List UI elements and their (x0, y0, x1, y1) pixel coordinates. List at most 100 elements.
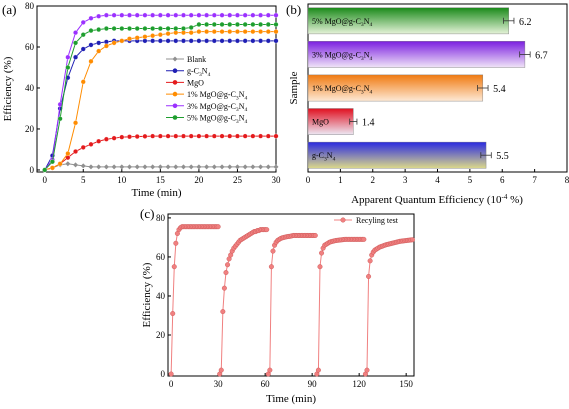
panel-a-point (219, 12, 225, 18)
panel-a-point (188, 25, 194, 30)
panel-b-x-tick-label: 1 (338, 175, 343, 185)
panel-a-point (157, 32, 163, 38)
panel-a-legend-marker (172, 91, 178, 97)
panel-a-point (188, 12, 194, 18)
panel-a-point (235, 21, 240, 27)
panel-a-point (234, 164, 240, 170)
panel-a-point (96, 13, 102, 19)
panel-a-point (134, 35, 140, 41)
panel-a-x-tick-label: 10 (117, 175, 127, 185)
panel-c-x-axis-label: Time (min) (266, 393, 316, 405)
panel-a-point (119, 164, 125, 170)
panel-a-point (173, 26, 179, 31)
panel-a-point (150, 33, 156, 39)
panel-c-frame (167, 213, 415, 377)
panel-a-legend-label-part: 1% MgO@g-C (187, 90, 236, 99)
panel-a-point (211, 12, 217, 18)
panel-a-point (242, 38, 248, 44)
panel-b-x-tick-label: 5 (468, 175, 473, 185)
panel-a-point (204, 38, 210, 44)
panel-a-legend-label: 5% MgO@g-C3N4 (187, 114, 248, 125)
panel-a-point (142, 34, 148, 40)
panel-a-point (258, 38, 264, 44)
panel-a-point (250, 21, 256, 27)
panel-a-legend-marker (172, 68, 178, 73)
panel-a-point (258, 164, 264, 170)
panel-a-point (80, 32, 86, 38)
panel-c-cycle-line (170, 226, 219, 375)
panel-a-point (196, 164, 202, 170)
panel-a-point (103, 12, 109, 18)
panel-a-point (150, 12, 156, 18)
panel-b-category-label-part: 3 (361, 22, 364, 28)
panel-a-legend-marker (172, 115, 178, 120)
panel-a-point (157, 26, 163, 31)
panel-c-point (225, 262, 231, 268)
panel-a-point (173, 133, 179, 139)
panel-a-point (80, 46, 86, 52)
panel-a-legend-label-part: 3% MgO@g-C (187, 102, 236, 111)
panel-a-legend-label-part: N (239, 90, 245, 99)
panel-a-point (258, 12, 264, 18)
panel-a-point (188, 38, 194, 44)
panel-a-point (165, 133, 171, 139)
panel-b-category-label-part: 4 (370, 22, 373, 28)
panel-a-point (57, 116, 63, 122)
panel-a-x-tick-label: 5 (81, 175, 86, 185)
panel-c-point (361, 236, 367, 242)
panel-c-point (264, 227, 270, 233)
panel-a-point (142, 12, 148, 18)
panel-a-point (119, 134, 125, 140)
panel-c-point (218, 367, 224, 373)
panel-a-point (173, 12, 179, 18)
panel-b-category-label-part: 3 (324, 157, 327, 163)
panel-a-point (127, 26, 132, 31)
panel-b-category-label-part: 3 (361, 56, 364, 62)
panel-a-point (242, 133, 248, 139)
panel-c-y-tick-label: 0 (161, 369, 166, 379)
panel-b-category-label-part: N (364, 17, 370, 26)
panel-a-point (250, 164, 256, 170)
panel-a-x-tick-label: 30 (272, 175, 282, 185)
panel-b-x-tick-label: 6 (500, 175, 505, 185)
panel-a-point (150, 164, 156, 170)
panel-b-bar (307, 141, 487, 169)
panel-a-legend-label-part: 4 (245, 107, 248, 113)
panel-a-point (42, 167, 48, 173)
panel-a-point (73, 149, 78, 154)
panel-c-point (173, 240, 179, 246)
panel-a-point (250, 133, 256, 139)
panel-a-point (181, 12, 186, 18)
panel-a-point (88, 28, 94, 34)
panel-a-point (196, 29, 202, 35)
panel-a-point (127, 12, 132, 18)
panel-b-x-tick-label: 8 (565, 175, 569, 185)
panel-a-point (227, 164, 233, 170)
panel-a-point (73, 30, 78, 36)
panel-a-x-tick-label: 0 (42, 175, 47, 185)
panel-a-point (111, 12, 117, 18)
panel-a-point (242, 12, 248, 18)
panel-c-cycle-line (267, 234, 316, 375)
panel-a-y-tick-label: 20 (25, 124, 35, 134)
panel-a-point (142, 38, 148, 44)
panel-a-point (196, 21, 202, 27)
panel-a-point (258, 133, 264, 139)
panel-c-legend: Recyling test (334, 216, 399, 225)
panel-a-point (173, 38, 179, 44)
panel-c-point (312, 232, 318, 238)
panel-a-legend-label-part: 3 (236, 119, 239, 125)
panel-a-point (134, 134, 140, 139)
panel-c-y-axis-label: Efficiency (%) (141, 262, 153, 327)
panel-a-point (65, 151, 71, 157)
panel-a-point (103, 43, 109, 49)
panel-a-legend-label-part: 5% MgO@g-C (187, 114, 236, 123)
panel-a-point (111, 135, 117, 141)
panel-b-x-tick-label: 3 (403, 175, 408, 185)
panel-a-point (219, 29, 225, 35)
panel-a-point (165, 38, 171, 44)
panel-a-legend-label: g-C3N4 (187, 67, 211, 78)
panel-a-point (235, 133, 240, 139)
